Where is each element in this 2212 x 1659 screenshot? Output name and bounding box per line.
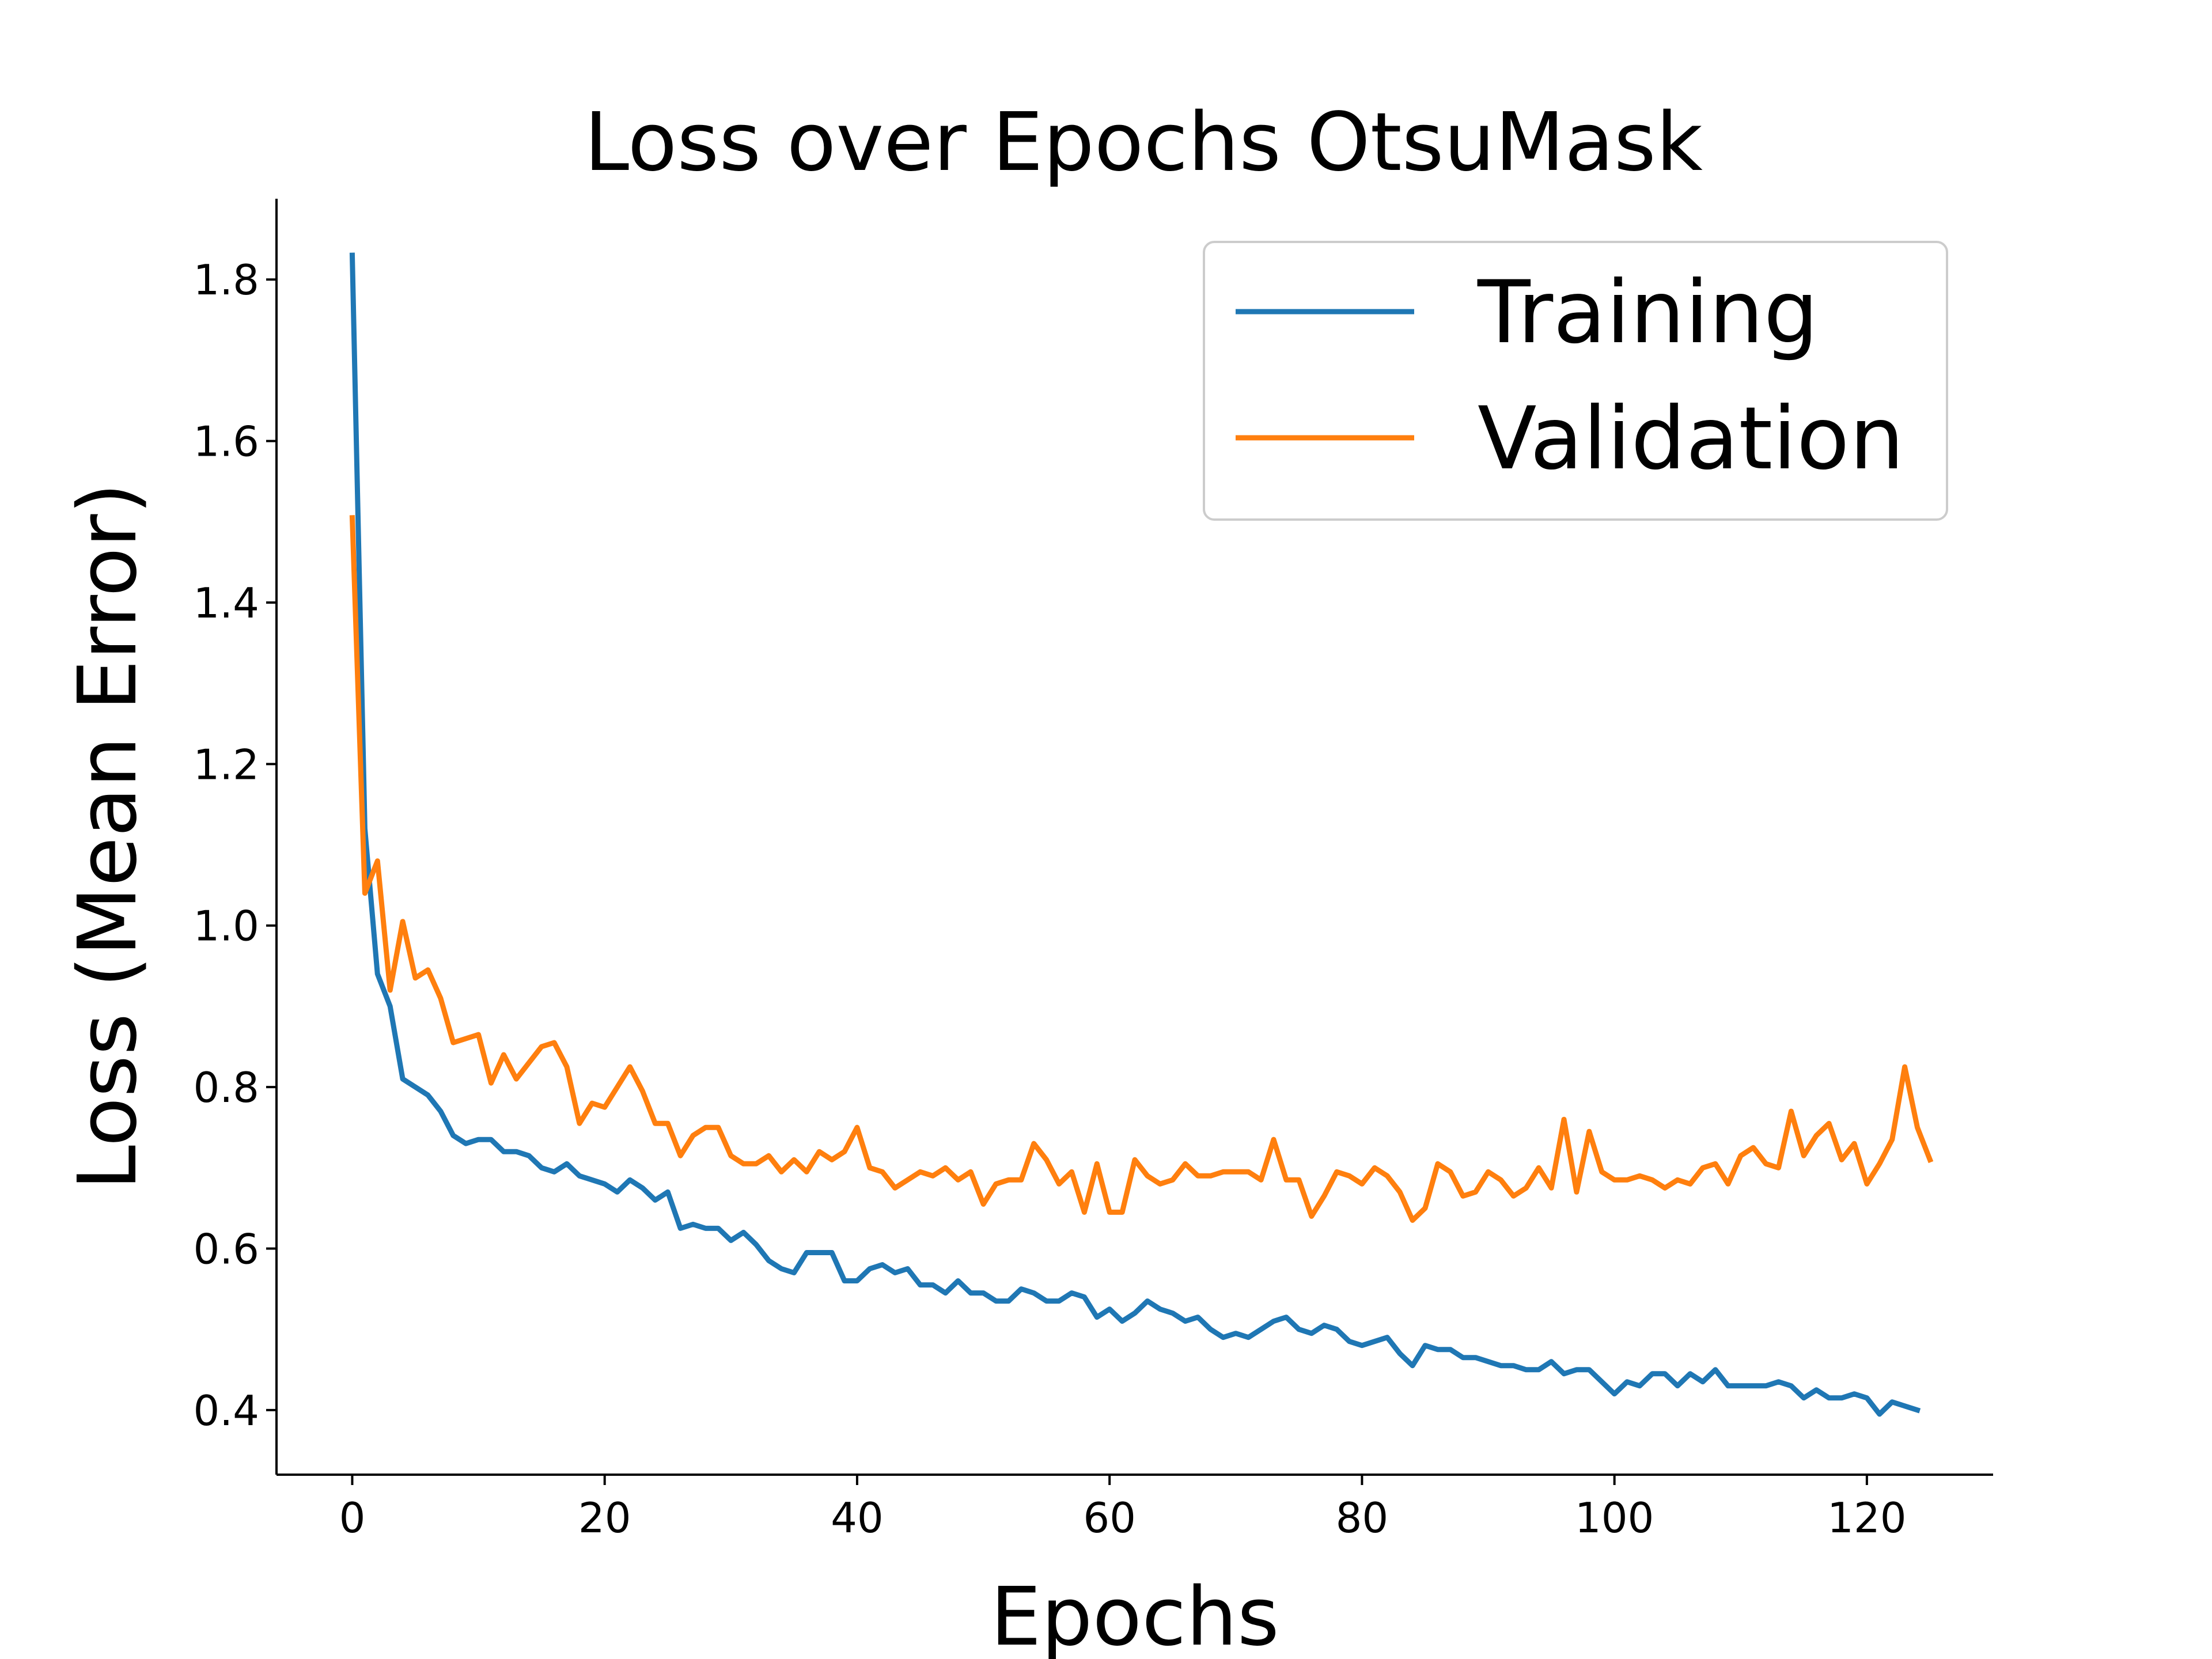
y-tick-label: 1.2 [193,740,259,789]
y-tick-label: 1.8 [193,256,259,304]
x-tick-label: 100 [1575,1494,1654,1542]
y-tick-label: 0.6 [193,1225,259,1273]
x-tick-label: 120 [1827,1494,1906,1542]
x-axis-ticks: 0 20 40 60 80 100 120 [339,1475,1907,1542]
x-tick-label: 60 [1083,1494,1136,1542]
x-tick-label: 0 [339,1494,366,1542]
legend-label-training: Training [1477,263,1819,363]
chart-title: Loss over Epochs OtsuMask [584,96,1703,190]
y-axis-label: Loss (Mean Error) [61,483,155,1190]
x-tick-label: 20 [578,1494,631,1542]
series-layer [349,252,1934,1417]
x-tick-label: 80 [1336,1494,1389,1542]
y-tick-label: 1.4 [193,579,259,627]
y-tick-label: 1.0 [193,902,259,950]
plot-area: 0 20 40 60 80 100 120 0.4 0.6 0.8 1.0 1.2 1.4 1.6 1.8 [193,199,1993,1542]
x-axis-label: Epochs [990,1570,1279,1659]
series-line-training [349,252,1921,1417]
y-tick-label: 0.8 [193,1063,259,1112]
y-tick-label: 0.4 [193,1387,259,1435]
series-line-validation [349,515,1934,1223]
x-tick-label: 40 [831,1494,884,1542]
legend: Training Validation [1203,241,1948,521]
y-axis-ticks: 0.4 0.6 0.8 1.0 1.2 1.4 1.6 1.8 [193,256,276,1435]
legend-label-validation: Validation [1478,389,1904,489]
y-tick-label: 1.6 [193,418,259,466]
